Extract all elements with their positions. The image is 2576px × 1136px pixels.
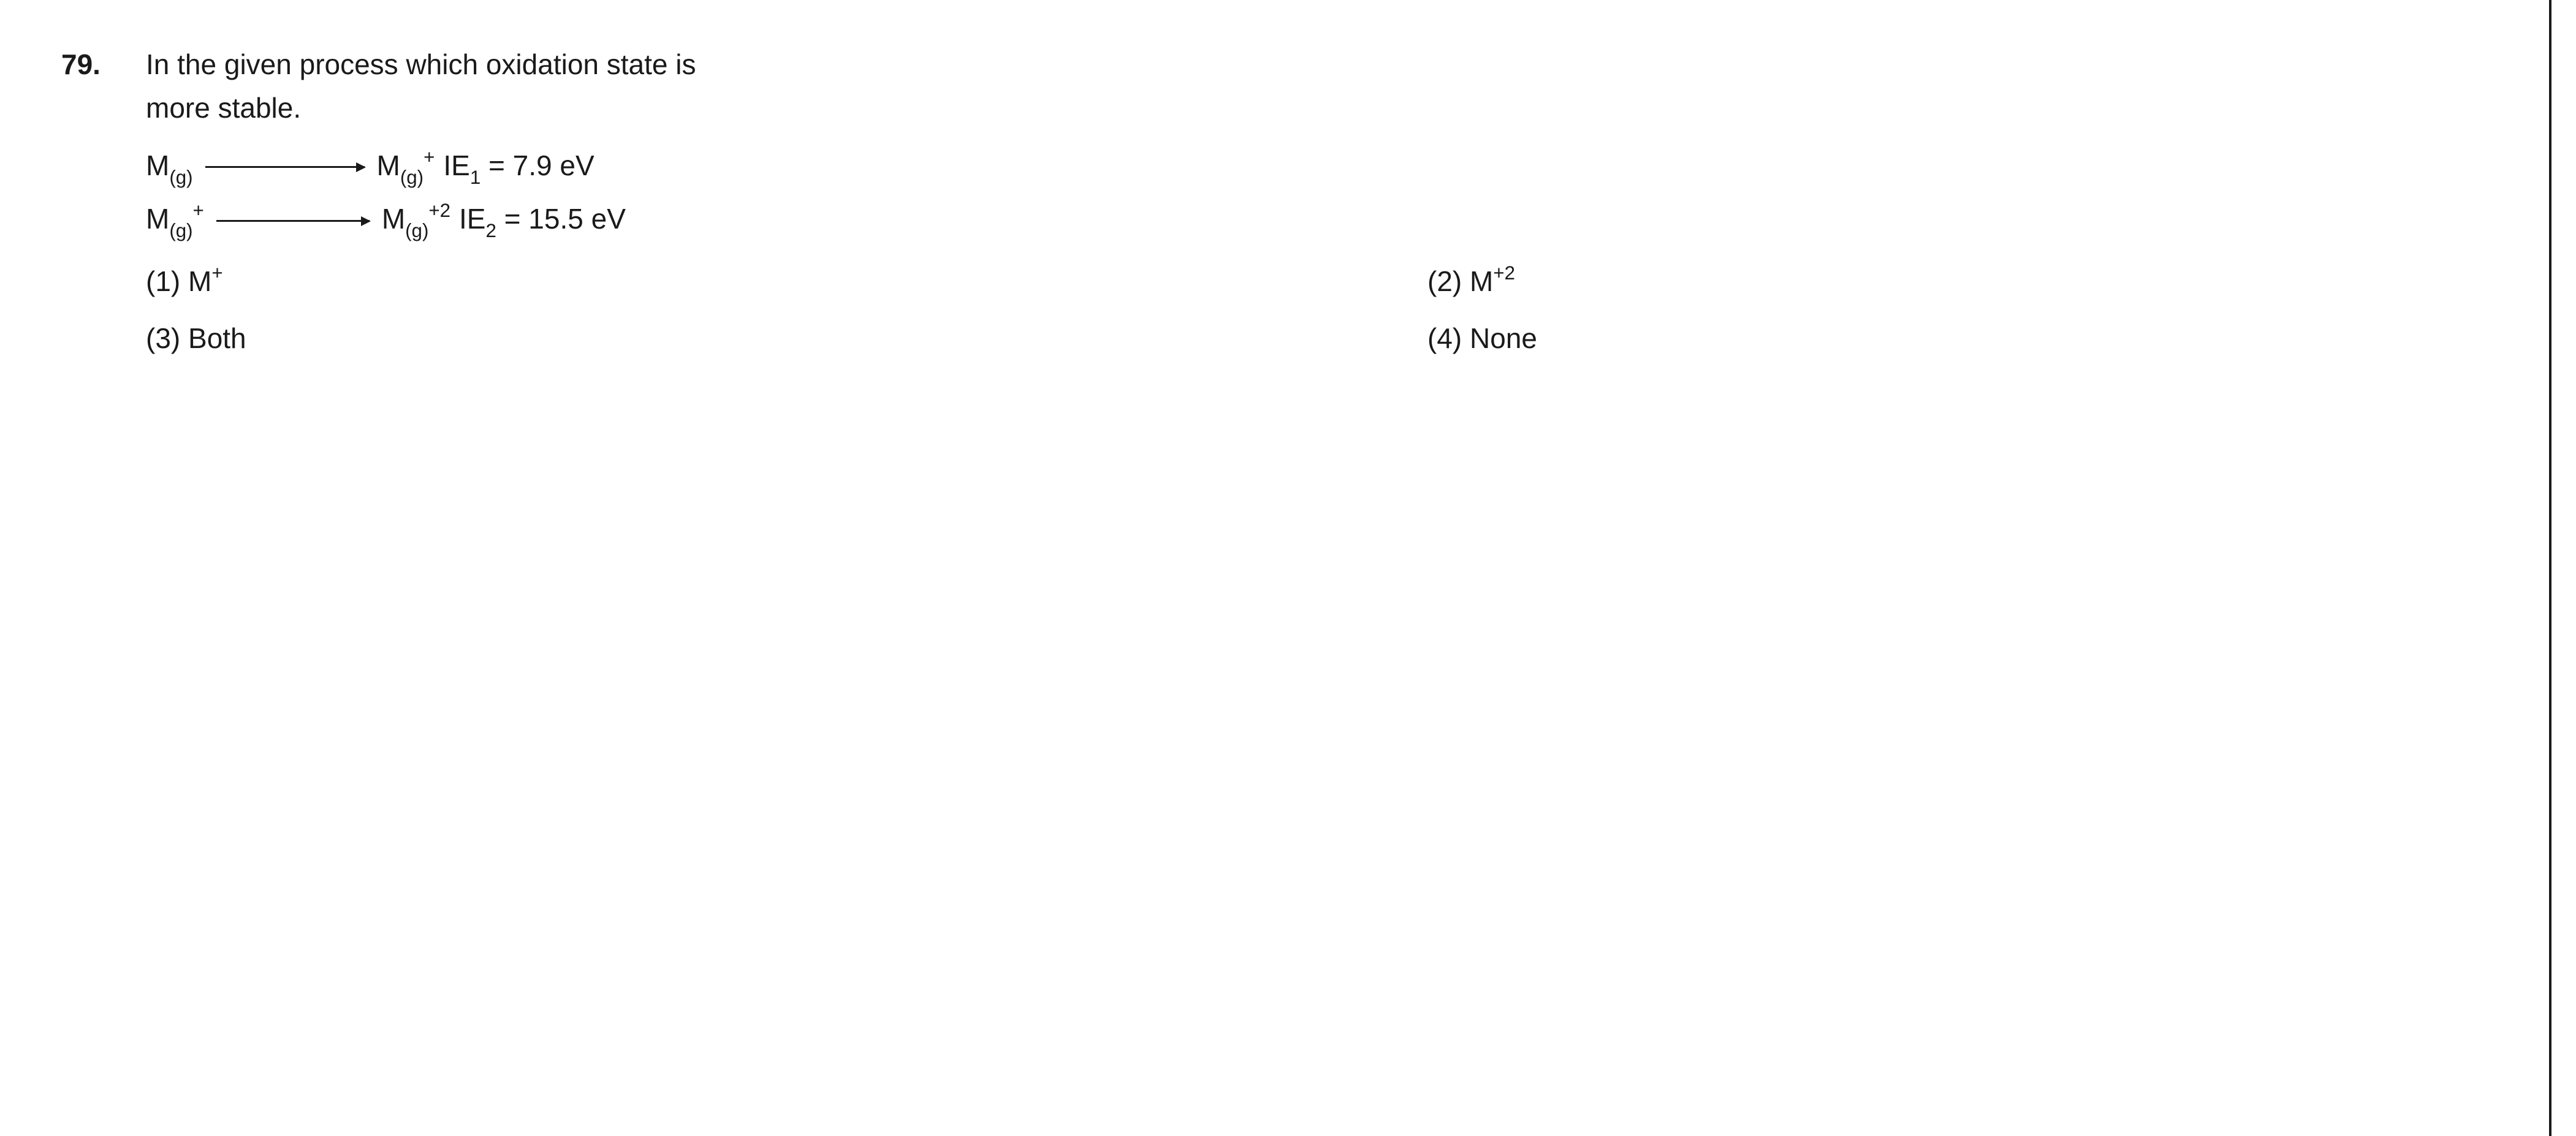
option-1-num: (1) (146, 265, 180, 297)
option-1[interactable]: (1) M+ (146, 260, 1231, 303)
eq2-lhs-charge: + (193, 200, 204, 221)
option-4-text: None (1470, 322, 1537, 354)
equation-block: M(g) M(g)+ IE1 = 7.9 eV M(g)+ (146, 144, 2513, 244)
eq1-rhs-species: M (377, 150, 400, 181)
arrow-icon (205, 166, 365, 168)
eq1-rhs: M(g)+ (377, 144, 435, 191)
eq1-ie: IE1 = 7.9 eV (443, 144, 594, 191)
eq2-lhs: M(g)+ (146, 197, 204, 244)
question-row: 79. In the given process which oxidation… (61, 43, 2513, 361)
eq1-rhs-charge: + (424, 146, 435, 168)
equation-1: M(g) M(g)+ IE1 = 7.9 eV (146, 144, 2513, 191)
eq1-rhs-phase: (g) (400, 167, 424, 188)
option-1-charge: + (211, 262, 222, 284)
arrow-icon (216, 220, 370, 222)
eq2-ie-value: = 15.5 eV (504, 203, 626, 235)
option-2-text: M+2 (1470, 265, 1515, 297)
prompt-line-1: In the given process which oxidation sta… (146, 48, 696, 80)
option-2[interactable]: (2) M+2 (1427, 260, 2513, 303)
options-grid: (1) M+ (2) M+2 (3) Both (4) (146, 260, 2513, 361)
option-2-species: M (1470, 265, 1493, 297)
option-3-num: (3) (146, 322, 180, 354)
question-body: In the given process which oxidation sta… (146, 43, 2513, 361)
eq1-lhs-species: M (146, 150, 169, 181)
question-page: 79. In the given process which oxidation… (0, 0, 2550, 398)
option-3[interactable]: (3) Both (146, 317, 1231, 360)
eq2-rhs-species: M (382, 203, 405, 235)
eq1-ie-sub: 1 (470, 167, 481, 188)
prompt-line-2: more stable. (146, 92, 301, 124)
eq2-lhs-species: M (146, 203, 169, 235)
option-4[interactable]: (4) None (1427, 317, 2513, 360)
option-1-species: M (188, 265, 211, 297)
option-4-num: (4) (1427, 322, 1462, 354)
eq1-lhs-phase: (g) (169, 167, 192, 188)
option-2-charge: +2 (1493, 262, 1515, 284)
eq2-lhs-phase: (g) (169, 220, 192, 241)
option-2-num: (2) (1427, 265, 1462, 297)
page-divider (2549, 0, 2551, 1136)
eq2-ie: IE2 = 15.5 eV (459, 197, 626, 244)
eq1-ie-label: IE (443, 150, 469, 181)
option-3-text: Both (188, 322, 246, 354)
eq2-rhs: M(g)+2 (382, 197, 450, 244)
eq2-ie-sub: 2 (485, 220, 496, 241)
eq2-ie-label: IE (459, 203, 485, 235)
eq1-lhs: M(g) (146, 144, 193, 191)
question-prompt: In the given process which oxidation sta… (146, 43, 2513, 131)
eq2-rhs-charge: +2 (428, 200, 450, 221)
eq2-rhs-phase: (g) (405, 220, 428, 241)
equation-2: M(g)+ M(g)+2 IE2 = 15.5 eV (146, 197, 2513, 244)
question-number: 79. (61, 43, 116, 86)
option-1-text: M+ (188, 265, 223, 297)
eq1-ie-value: = 7.9 eV (488, 150, 595, 181)
